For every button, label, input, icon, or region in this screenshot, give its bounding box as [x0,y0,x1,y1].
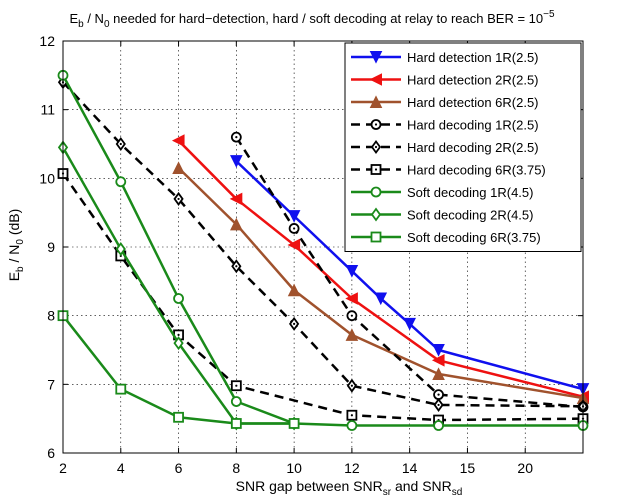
data-point [115,176,127,188]
data-point [345,292,358,305]
chart-title: Eb / N0 needed for hard−detection, hard … [69,9,554,30]
x-tick-label: 20 [517,460,533,476]
y-tick-label: 6 [47,445,55,461]
data-point-dot [293,227,296,230]
y-tick-label: 10 [39,170,55,186]
tick-labels: 2 4 6 8 10 12 14 15 20 6 7 8 9 10 11 12 [39,33,533,476]
data-point [370,207,382,222]
data-point-dot [437,393,440,396]
data-point [115,383,127,395]
legend-label: Hard decoding 2R(2.5) [407,140,539,155]
y-tick-label: 8 [47,308,55,324]
series-line [177,139,584,398]
data-point [230,155,243,168]
data-point-dot [374,123,378,126]
legend-label: Hard decoding 6R(3.75) [407,163,546,178]
data-point-dot [235,136,238,139]
data-point [403,317,416,331]
legend-item: Soft decoding 1R(4.5) [351,185,533,200]
data-point [370,231,382,243]
data-point [433,420,444,431]
data-point [173,336,184,351]
legend-label: Hard detection 6R(2.5) [407,95,539,110]
data-point [374,292,388,306]
data-point [229,192,243,206]
legend-item: Hard detection 2R(2.5) [351,73,539,88]
y-tick-label: 9 [47,239,55,255]
data-point [370,186,382,198]
series-line [61,74,583,427]
data-point [230,418,242,429]
x-tick-label: 15 [460,460,476,476]
data-point [172,161,185,175]
legend-label: Hard detection 1R(2.5) [407,50,539,65]
legend-label: Hard decoding 1R(2.5) [407,118,539,133]
data-point-dot [350,414,353,417]
data-point [171,134,185,147]
data-point [346,420,358,431]
series-2 [171,134,589,404]
y-tick-label: 11 [40,102,55,118]
data-point-dot [374,145,378,149]
data-point-dot [350,384,353,387]
x-tick-label: 6 [175,460,183,476]
legend-item: Hard decoding 2R(2.5) [351,139,539,155]
y-axis-label: Eb / N0 (dB) [6,209,26,282]
x-tick-label: 8 [232,460,240,476]
data-point-dot [293,322,296,326]
data-point [287,238,301,252]
data-point [431,353,445,367]
legend-item: Hard decoding 6R(3.75) [351,163,546,178]
series-5 [57,75,589,414]
data-point-dot [437,403,440,407]
series-line [62,81,584,408]
data-point [432,344,445,357]
data-point [345,328,359,341]
x-tick-label: 12 [344,460,360,476]
x-tick-label: 2 [59,460,67,476]
data-point [287,210,301,223]
data-point-dot [177,197,180,201]
data-point-dot [235,265,238,268]
data-point-dot [119,142,122,146]
y-tick-label: 12 [39,33,55,49]
data-point-dot [350,314,353,317]
legend-item: Soft decoding 6R(3.75) [351,230,541,245]
y-tick-label: 7 [47,376,55,392]
data-point [369,95,383,108]
legend-label: Soft decoding 6R(3.75) [407,230,541,245]
data-point [288,418,300,429]
data-point [432,367,445,381]
data-point [230,396,242,407]
data-point [173,293,184,304]
data-point-dot [374,168,378,171]
x-axis-label: SNR gap between SNRsr and SNRsd [236,478,463,498]
legend-item: Hard detection 1R(2.5) [351,50,539,65]
data-point-dot [177,333,180,336]
data-point [173,411,184,423]
data-point [115,242,126,257]
data-point [345,265,359,278]
series-1 [230,155,590,396]
data-point [230,217,243,231]
legend-label: Hard detection 2R(2.5) [407,73,539,88]
legend-item: Hard detection 6R(2.5) [351,95,539,110]
series-line [177,167,584,400]
legend-label: Soft decoding 2R(4.5) [407,208,533,223]
data-point-dot [235,384,238,387]
data-point [369,51,383,64]
data-point [369,73,382,86]
legend-item: Hard decoding 1R(2.5) [351,118,539,133]
data-point [287,283,301,297]
legend-item: Soft decoding 2R(4.5) [351,207,533,223]
x-tick-label: 4 [117,460,125,476]
legend: Hard detection 1R(2.5) Hard detection 2R(… [344,42,582,252]
legend-label: Soft decoding 1R(4.5) [407,185,533,200]
x-tick-label: 10 [286,460,302,476]
axes-box [62,40,584,454]
x-tick-label: 14 [402,460,418,476]
